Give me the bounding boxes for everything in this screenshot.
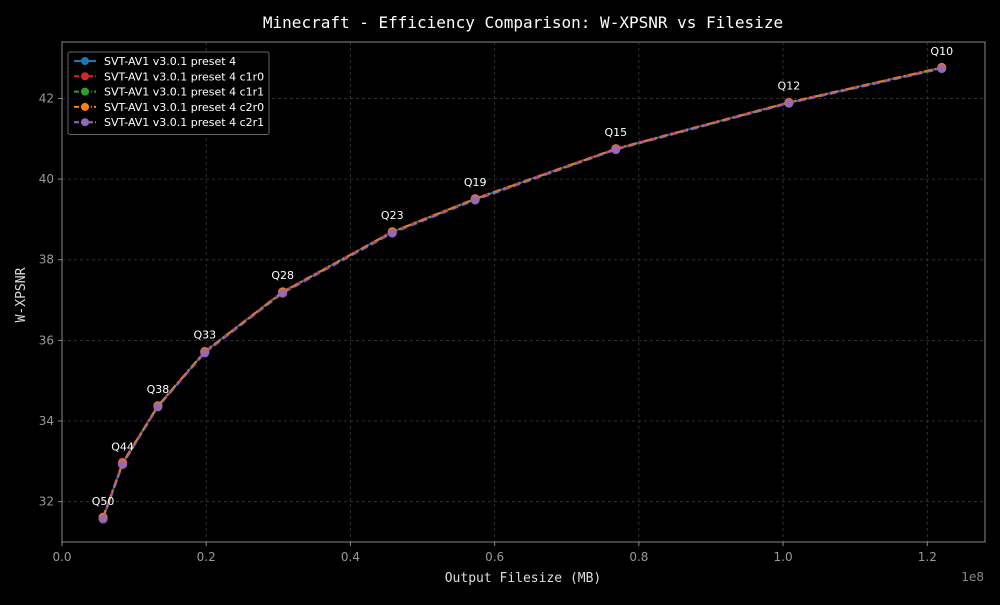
y-tick-label: 38 — [39, 253, 54, 267]
legend-entry-label: SVT-AV1 v3.0.1 preset 4 c2r0 — [104, 101, 264, 114]
legend: SVT-AV1 v3.0.1 preset 4 SVT-AV1 v3.0.1 pr… — [67, 51, 270, 135]
series-line — [102, 67, 942, 520]
point-label: Q38 — [147, 383, 170, 396]
y-tick-label: 42 — [39, 91, 54, 105]
legend-entry-label: SVT-AV1 v3.0.1 preset 4 c1r0 — [104, 70, 264, 83]
legend-swatch-marker — [81, 87, 89, 96]
point-label: Q23 — [381, 209, 404, 222]
legend-swatch-marker — [81, 57, 89, 65]
series-layer — [98, 62, 947, 524]
y-tick-label: 40 — [39, 172, 54, 186]
point-label: Q10 — [930, 45, 953, 58]
legend-entry-label: SVT-AV1 v3.0.1 preset 4 c1r1 — [104, 86, 264, 99]
x-tick-label: 0.0 — [52, 550, 71, 564]
chart-title: Minecraft - Efficiency Comparison: W-XPS… — [263, 13, 783, 32]
data-point — [153, 402, 163, 412]
legend-swatch-marker — [81, 118, 89, 127]
plot-frame — [61, 41, 986, 543]
data-point — [611, 145, 621, 155]
legend-entry-label: SVT-AV1 v3.0.1 preset 4 — [104, 55, 236, 68]
y-tick-label: 36 — [39, 333, 54, 347]
x-tick-label: 0.8 — [629, 550, 648, 564]
data-point — [278, 288, 288, 298]
x-tick-label: 1.2 — [918, 550, 937, 564]
y-tick-label: 34 — [39, 414, 54, 428]
x-axis-label: Output Filesize (MB) — [445, 571, 602, 586]
point-label: Q33 — [193, 329, 216, 342]
legend-entry-label: SVT-AV1 v3.0.1 preset 4 c2r1 — [104, 116, 264, 129]
data-point — [937, 64, 947, 74]
axes-layer: 0.0 0.2 0.4 0.6 0.8 1.0 1.2 32 34 36 38 40 42 — [39, 41, 986, 564]
data-point — [200, 348, 210, 358]
legend-box — [67, 51, 270, 135]
data-point — [118, 460, 128, 470]
data-point — [98, 514, 108, 524]
point-label: Q44 — [111, 440, 134, 453]
legend-swatch-marker — [81, 102, 89, 111]
x-tick-label: 0.6 — [485, 550, 504, 564]
x-axis-offset-label: 1e8 — [961, 570, 984, 584]
x-tick-label: 0.4 — [341, 550, 360, 564]
legend-swatch-marker — [81, 72, 89, 81]
x-tick-label: 1.0 — [774, 550, 793, 564]
point-label: Q12 — [778, 79, 801, 92]
data-point — [470, 195, 480, 205]
point-label: Q19 — [464, 176, 487, 189]
point-label: Q28 — [271, 269, 294, 282]
data-point — [387, 228, 397, 238]
point-label: Q50 — [92, 495, 115, 508]
x-tick-label: 0.2 — [197, 550, 216, 564]
point-label-layer: Q50 Q44 Q38 Q33 Q28 Q23 Q19 Q15 Q12 Q10 — [92, 45, 953, 508]
y-axis-label: W-XPSNR — [14, 267, 29, 322]
data-point — [784, 98, 794, 108]
y-tick-label: 32 — [39, 495, 54, 509]
point-label: Q15 — [604, 126, 627, 139]
